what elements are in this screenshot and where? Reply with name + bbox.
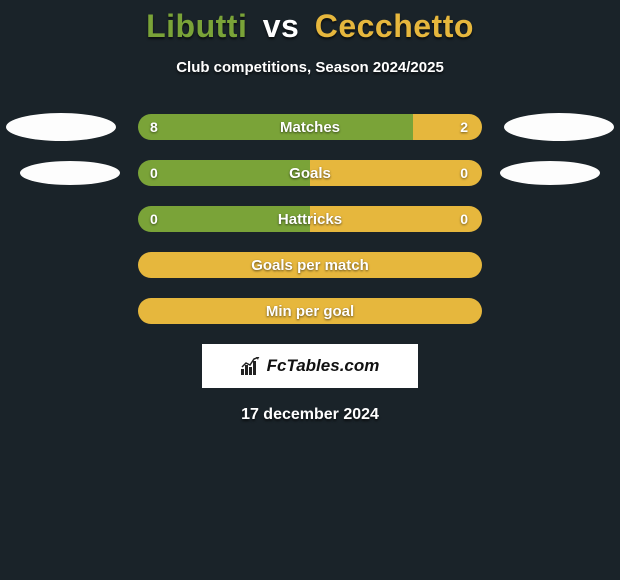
player1-avatar xyxy=(20,161,120,185)
stat-row: 82Matches xyxy=(0,114,620,140)
vs-text: vs xyxy=(263,8,300,44)
branding-box: FcTables.com xyxy=(202,344,418,388)
page-title: Libutti vs Cecchetto xyxy=(0,0,620,45)
footer-date: 17 december 2024 xyxy=(0,406,620,424)
stat-bar-left: 8 xyxy=(138,114,413,140)
player1-name: Libutti xyxy=(146,8,247,44)
stat-row: 00Hattricks xyxy=(0,206,620,232)
stats-container: 82Matches 00Goals 00Hattricks Goals per mat… xyxy=(0,114,620,324)
stat-bar-right: 2 xyxy=(413,114,482,140)
stat-bar: 82 xyxy=(138,114,482,140)
player2-avatar xyxy=(500,161,600,185)
stat-row: Min per goal xyxy=(0,298,620,324)
stat-row: Goals per match xyxy=(0,252,620,278)
stat-bar-left: 0 xyxy=(138,160,310,186)
player2-name: Cecchetto xyxy=(315,8,474,44)
stat-bar-single: Min per goal xyxy=(138,298,482,324)
stat-bar-right: 0 xyxy=(310,206,482,232)
stat-bar: 00 xyxy=(138,160,482,186)
branding-text: FcTables.com xyxy=(267,356,380,376)
stat-row: 00Goals xyxy=(0,160,620,186)
stat-bar-single: Goals per match xyxy=(138,252,482,278)
fctables-icon xyxy=(241,357,263,375)
player2-avatar xyxy=(504,113,614,141)
stat-bar: 00 xyxy=(138,206,482,232)
subtitle: Club competitions, Season 2024/2025 xyxy=(0,59,620,76)
player1-avatar xyxy=(6,113,116,141)
stat-bar-right: 0 xyxy=(310,160,482,186)
stat-bar-left: 0 xyxy=(138,206,310,232)
